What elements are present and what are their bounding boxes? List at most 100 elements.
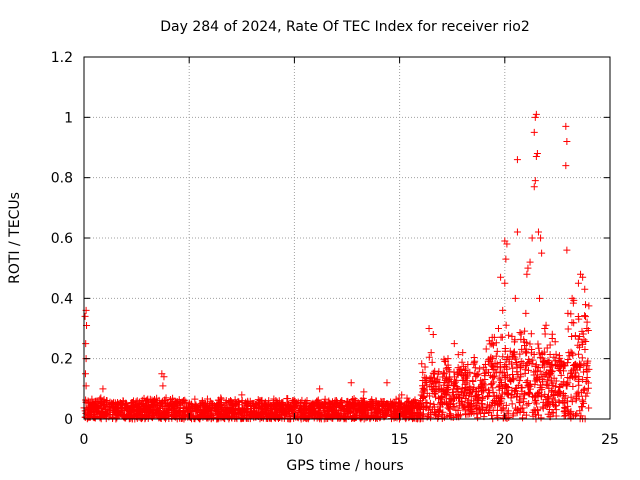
- data-point: [538, 361, 546, 369]
- data-point: [516, 328, 524, 336]
- data-point: [93, 410, 101, 418]
- data-point: [509, 412, 517, 420]
- data-point: [272, 412, 280, 420]
- data-point: [454, 364, 462, 372]
- data-point: [503, 365, 511, 373]
- data-point: [531, 398, 539, 406]
- data-point: [299, 408, 307, 416]
- data-point: [576, 407, 584, 415]
- data-point: [530, 371, 538, 379]
- data-point: [454, 371, 462, 379]
- data-point: [476, 365, 484, 373]
- data-point: [582, 377, 590, 385]
- data-point: [460, 376, 468, 384]
- data-point: [532, 110, 540, 118]
- data-point: [482, 345, 490, 353]
- data-point: [496, 359, 504, 367]
- data-point: [457, 397, 465, 405]
- data-point: [551, 361, 559, 369]
- data-point: [545, 384, 553, 392]
- data-point: [516, 363, 524, 371]
- data-point: [309, 399, 317, 407]
- data-point: [143, 396, 151, 404]
- data-point: [583, 359, 591, 367]
- data-point: [563, 137, 571, 145]
- data-point: [117, 403, 125, 411]
- data-point: [337, 412, 345, 420]
- data-point: [340, 410, 348, 418]
- data-point: [459, 349, 467, 357]
- data-point: [229, 400, 237, 408]
- data-point: [383, 411, 391, 419]
- data-point: [557, 371, 565, 379]
- data-point: [545, 397, 553, 405]
- x-tick-label: 5: [185, 432, 194, 448]
- data-point: [258, 403, 266, 411]
- data-point: [539, 403, 547, 411]
- data-point: [446, 411, 454, 419]
- data-point: [540, 348, 548, 356]
- data-point: [282, 408, 290, 416]
- data-point: [569, 382, 577, 390]
- data-point: [228, 408, 236, 416]
- data-point: [283, 407, 291, 415]
- data-point: [580, 336, 588, 344]
- data-point: [355, 401, 363, 409]
- data-point: [159, 382, 167, 390]
- data-point: [360, 388, 368, 396]
- data-point: [538, 371, 546, 379]
- data-point: [81, 370, 89, 378]
- x-tick-label: 25: [601, 432, 619, 448]
- data-point: [567, 369, 575, 377]
- data-point: [423, 399, 431, 407]
- data-point: [443, 382, 451, 390]
- data-point: [548, 361, 556, 369]
- data-point: [419, 368, 427, 376]
- data-point: [562, 162, 570, 170]
- data-point: [172, 407, 180, 415]
- data-point: [517, 358, 525, 366]
- data-point: [404, 398, 412, 406]
- data-point: [126, 409, 134, 417]
- data-point: [454, 406, 462, 414]
- data-point: [267, 414, 275, 422]
- data-point: [128, 398, 136, 406]
- data-point: [494, 414, 502, 422]
- data-point: [526, 340, 534, 348]
- data-point: [517, 371, 525, 379]
- data-point: [568, 398, 576, 406]
- data-point: [555, 399, 563, 407]
- data-point: [450, 340, 458, 348]
- data-point: [84, 407, 92, 415]
- data-point: [576, 343, 584, 351]
- data-point: [144, 409, 152, 417]
- data-point: [412, 402, 420, 410]
- data-point: [512, 358, 520, 366]
- data-point: [580, 368, 588, 376]
- data-point: [575, 315, 583, 323]
- data-point: [511, 294, 519, 302]
- data-point: [88, 395, 96, 403]
- data-point: [134, 406, 142, 414]
- data-point: [406, 406, 414, 414]
- data-point: [493, 406, 501, 414]
- data-point: [181, 396, 189, 404]
- data-point: [544, 401, 552, 409]
- data-point: [504, 389, 512, 397]
- data-point: [101, 405, 109, 413]
- data-point: [350, 414, 358, 422]
- data-point: [161, 407, 169, 415]
- data-point: [521, 369, 529, 377]
- y-tick-label: 1.2: [51, 50, 73, 66]
- y-tick-label: 1: [64, 110, 73, 126]
- data-point: [564, 355, 572, 363]
- data-point: [579, 273, 587, 281]
- data-point: [565, 410, 573, 418]
- data-point: [155, 414, 163, 422]
- data-point: [294, 398, 302, 406]
- data-point: [500, 412, 508, 420]
- data-point: [434, 414, 442, 422]
- data-point: [450, 385, 458, 393]
- data-point: [575, 381, 583, 389]
